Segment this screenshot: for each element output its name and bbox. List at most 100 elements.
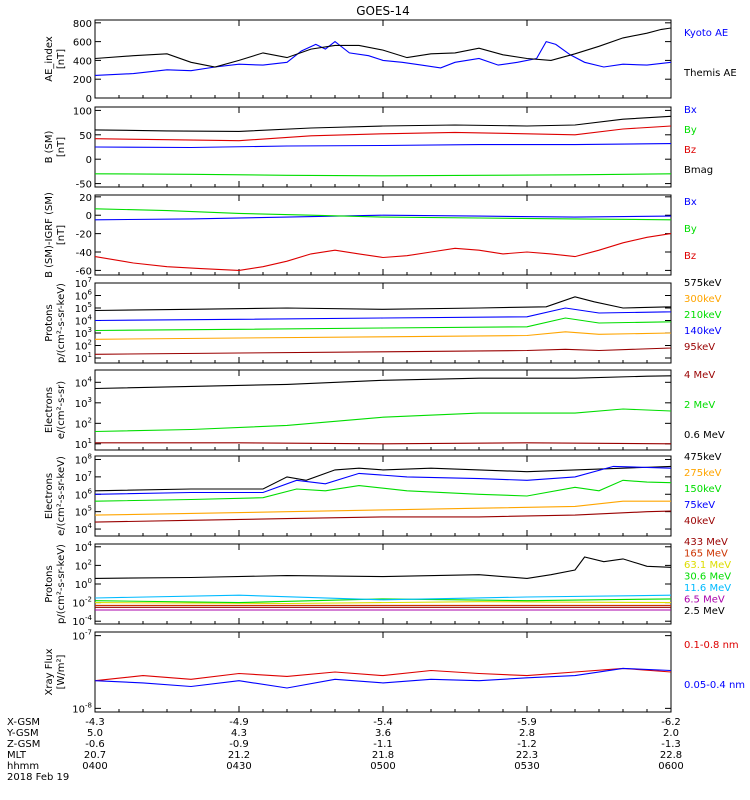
series-line-electrons_kev-0 bbox=[95, 465, 671, 492]
series-line-electrons_kev-1 bbox=[95, 500, 671, 516]
legend-entry: Bz bbox=[684, 251, 696, 262]
x-tick-label-x_gsm: -5.9 bbox=[517, 717, 537, 728]
legend-entry: 433 MeV bbox=[684, 537, 728, 548]
legend-entry: 575keV bbox=[684, 278, 722, 289]
legend-entry: 63.1 MeV bbox=[684, 560, 731, 571]
legend-entry: 2.5 MeV bbox=[684, 606, 725, 617]
y-axis-unit: [W/m²] bbox=[56, 654, 67, 689]
x-tick-label-mlt: 22.3 bbox=[516, 750, 538, 761]
x-tick-label-x_gsm: -5.4 bbox=[373, 717, 393, 728]
y-tick-label: 10-8 bbox=[72, 701, 92, 715]
y-tick-label: 20 bbox=[79, 193, 92, 204]
y-axis-unit: [nT] bbox=[56, 137, 67, 157]
series-line-protons_mev-4 bbox=[95, 594, 671, 601]
series-line-electrons_kev-4 bbox=[95, 510, 671, 523]
y-axis-label: AE_index bbox=[44, 36, 55, 82]
legend-entry: 75keV bbox=[684, 500, 715, 511]
x-tick-label-z_gsm: -0.9 bbox=[229, 739, 249, 750]
y-tick-label: 800 bbox=[73, 19, 92, 30]
panel-protons_mev: 10-4 10-2 100 102 104 Protons p/(cm²-s-sr-keV)… bbox=[44, 537, 731, 628]
legend-entry: 0.6 MeV bbox=[684, 430, 725, 441]
x-tick-label-y_gsm: 2.0 bbox=[663, 728, 679, 739]
y-tick-label: 105 bbox=[75, 505, 92, 519]
series-line-bigrf-0 bbox=[95, 214, 671, 221]
series-line-electrons_mev-0 bbox=[95, 442, 671, 445]
x-tick-label-y_gsm: 5.0 bbox=[87, 728, 103, 739]
y-tick-label: 106 bbox=[75, 487, 93, 501]
date-label: 2018 Feb 19 bbox=[7, 772, 69, 783]
y-tick-label: 0 bbox=[86, 94, 92, 105]
y-tick-label: 200 bbox=[73, 75, 92, 86]
y-tick-label: -50 bbox=[76, 180, 92, 191]
y-tick-label: 107 bbox=[75, 470, 92, 484]
legend-entry: By bbox=[684, 125, 697, 136]
series-line-protons_mev-6 bbox=[95, 556, 671, 579]
legend-entry: 210keV bbox=[684, 310, 722, 321]
y-tick-label: 10-2 bbox=[72, 596, 92, 610]
x-tick-label-hhmm: 0530 bbox=[514, 761, 539, 772]
y-tick-label: 102 bbox=[75, 558, 92, 572]
legend-entry: 300keV bbox=[684, 294, 722, 305]
series-line-protons_mev-3 bbox=[95, 598, 671, 604]
series-line-protons_kev-1 bbox=[95, 331, 671, 340]
y-tick-label: 100 bbox=[75, 577, 92, 591]
y-tick-label: 104 bbox=[75, 540, 93, 554]
x-tick-label-z_gsm: -1.1 bbox=[373, 739, 393, 750]
panel-frame bbox=[94, 282, 672, 364]
y-tick-label: -40 bbox=[76, 248, 92, 259]
y-axis-label: B (SM) bbox=[44, 130, 55, 163]
y-axis-label: Electrons bbox=[44, 473, 55, 519]
x-tick-label-x_gsm: -4.9 bbox=[229, 717, 249, 728]
y-axis-label: Xray Flux bbox=[44, 648, 55, 695]
legend-entry: Bx bbox=[684, 197, 697, 208]
y-tick-label: 600 bbox=[73, 38, 92, 49]
x-tick-label-y_gsm: 3.6 bbox=[375, 728, 391, 739]
y-axis-unit: p/(cm²-s-sr-keV) bbox=[56, 283, 67, 363]
x-tick-label-mlt: 21.8 bbox=[372, 750, 394, 761]
x-tick-label-hhmm: 0400 bbox=[82, 761, 107, 772]
y-tick-label: 0 bbox=[86, 155, 92, 166]
legend-entry: Themis AE bbox=[683, 68, 737, 79]
panel-frame bbox=[94, 369, 672, 451]
y-axis-unit: e/(cm²-s-sr) bbox=[56, 381, 67, 439]
series-line-bigrf-2 bbox=[95, 233, 671, 271]
chart-title: GOES-14 bbox=[356, 4, 410, 18]
x-tick-label-x_gsm: -4.3 bbox=[85, 717, 105, 728]
x-info-row-label: Z-GSM bbox=[7, 739, 40, 750]
panel-frame bbox=[94, 194, 672, 276]
series-line-electrons_kev-2 bbox=[95, 479, 671, 502]
series-line-protons_mev-2 bbox=[95, 601, 671, 605]
y-tick-label: 108 bbox=[75, 452, 92, 466]
y-tick-label: 101 bbox=[75, 351, 92, 365]
y-axis-unit: p/(cm²-s-sr-keV) bbox=[56, 544, 67, 624]
x-tick-label-z_gsm: -1.2 bbox=[517, 739, 537, 750]
series-line-protons_kev-2 bbox=[95, 317, 671, 332]
legend-entry: 4 MeV bbox=[684, 370, 715, 381]
y-axis-unit: [nT] bbox=[56, 225, 67, 245]
y-tick-label: 103 bbox=[75, 396, 92, 410]
series-line-xray-0 bbox=[95, 667, 671, 682]
x-tick-label-x_gsm: -6.2 bbox=[661, 717, 681, 728]
y-tick-label: 10-7 bbox=[72, 629, 92, 643]
series-line-protons_kev-0 bbox=[95, 296, 671, 312]
series-line-electrons_mev-1 bbox=[95, 408, 671, 433]
series-line-bsm-0 bbox=[95, 143, 671, 149]
series-line-bsm-1 bbox=[95, 173, 671, 177]
y-tick-label: 104 bbox=[75, 522, 93, 536]
legend-entry: By bbox=[684, 224, 697, 235]
y-tick-label: 104 bbox=[75, 375, 93, 389]
legend-entry: 0.1-0.8 nm bbox=[684, 640, 739, 651]
x-info-row-label: Y-GSM bbox=[6, 728, 39, 739]
y-axis-label: Protons bbox=[44, 565, 55, 602]
series-line-bigrf-1 bbox=[95, 208, 671, 221]
legend-entry: Bmag bbox=[684, 165, 713, 176]
y-tick-label: 10-4 bbox=[72, 614, 92, 628]
panel-bsm: -50 0 50 100 B (SM) [nT] Bx By Bz Bmag bbox=[44, 105, 713, 191]
legend-entry: 165 MeV bbox=[684, 549, 728, 560]
y-tick-label: 0 bbox=[86, 211, 92, 222]
y-tick-label: 50 bbox=[79, 131, 92, 142]
y-tick-label: 102 bbox=[75, 416, 92, 430]
x-tick-label-mlt: 20.7 bbox=[84, 750, 106, 761]
